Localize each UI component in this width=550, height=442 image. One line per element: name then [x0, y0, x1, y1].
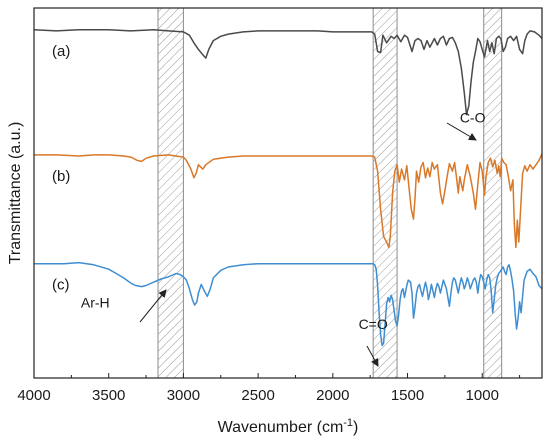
x-tick-label-1: 4000	[17, 387, 50, 404]
x-axis-label-superscript: -1	[343, 417, 353, 429]
series-line-2	[34, 153, 543, 249]
highlight-band-1	[157, 7, 184, 379]
annotation-arrow-1	[446, 122, 477, 141]
x-tick-label-7: 1000	[466, 387, 499, 404]
x-tick-label-2: 3500	[92, 387, 125, 404]
series-line-3	[34, 261, 543, 347]
annotation-label-1: C-O	[460, 109, 486, 125]
x-axis-label-close: )	[353, 419, 358, 436]
x-axis-label-main: Wavenumber (cm	[218, 419, 344, 436]
series-label-1: (a)	[52, 43, 70, 60]
x-tick-label-4: 2500	[241, 387, 274, 404]
plot-frame	[33, 7, 543, 379]
highlight-band-3	[483, 7, 503, 379]
annotation-label-2: C=O	[359, 316, 388, 332]
x-tick-label-3: 3000	[167, 387, 200, 404]
annotation-label-3: Ar-H	[81, 294, 110, 310]
x-tick-label-6: 1500	[391, 387, 424, 404]
y-axis-label: Transmittance (a.u.)	[7, 122, 24, 265]
annotation-arrow-2	[366, 345, 379, 367]
series-label-2: (b)	[52, 168, 70, 185]
x-axis-label: Wavenumber (cm-1)	[218, 417, 359, 436]
x-tick-label-5: 2000	[316, 387, 349, 404]
series-line-1	[33, 29, 543, 116]
annotation-arrow-3	[139, 289, 167, 323]
series-label-3: (c)	[52, 277, 70, 294]
